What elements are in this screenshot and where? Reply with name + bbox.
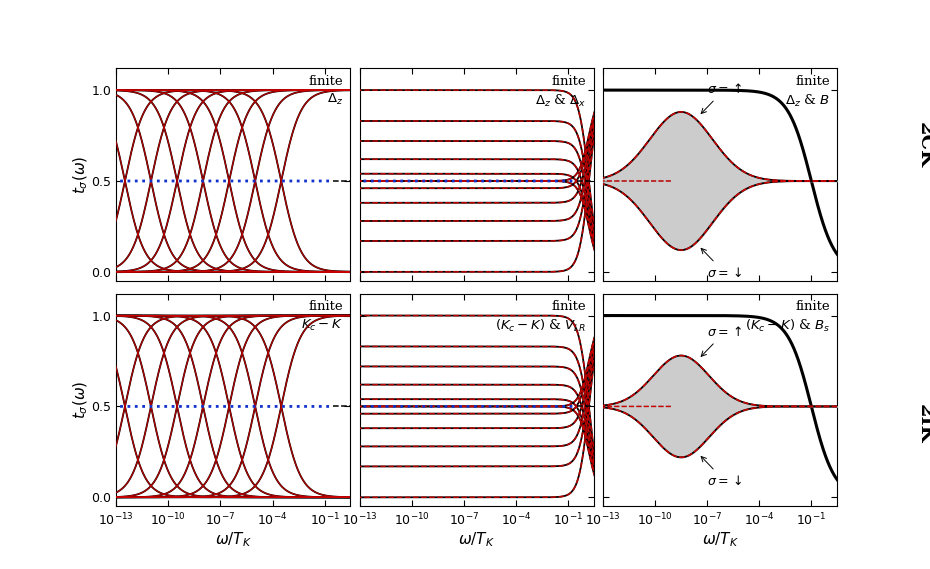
Text: $\sigma = {\downarrow}$: $\sigma = {\downarrow}$ xyxy=(701,249,742,279)
Text: finite
$(K_c-K)$ & $V_{LR}$: finite $(K_c-K)$ & $V_{LR}$ xyxy=(495,300,587,334)
X-axis label: $\omega/T_K$: $\omega/T_K$ xyxy=(701,531,738,549)
Text: $\sigma = {\downarrow}$: $\sigma = {\downarrow}$ xyxy=(701,456,742,488)
Text: 2CK: 2CK xyxy=(915,122,930,168)
Text: finite
$\Delta_z$ & $B$: finite $\Delta_z$ & $B$ xyxy=(785,75,830,109)
Text: 2IK: 2IK xyxy=(915,404,930,444)
Text: finite
$\Delta_z$ & $\Delta_x$: finite $\Delta_z$ & $\Delta_x$ xyxy=(536,75,587,109)
Text: finite
$(K_c-K)$ & $B_s$: finite $(K_c-K)$ & $B_s$ xyxy=(745,300,830,334)
Text: finite
$K_c-K$: finite $K_c-K$ xyxy=(301,300,343,333)
Y-axis label: $t_{\sigma}(\omega)$: $t_{\sigma}(\omega)$ xyxy=(72,155,90,194)
Text: $\sigma = {\uparrow}$: $\sigma = {\uparrow}$ xyxy=(701,325,742,356)
Text: $\sigma = {\uparrow}$: $\sigma = {\uparrow}$ xyxy=(701,83,742,114)
Text: finite
$\Delta_z$: finite $\Delta_z$ xyxy=(309,75,343,107)
Y-axis label: $t_{\sigma}(\omega)$: $t_{\sigma}(\omega)$ xyxy=(72,381,90,419)
X-axis label: $\omega/T_K$: $\omega/T_K$ xyxy=(215,531,252,549)
X-axis label: $\omega/T_K$: $\omega/T_K$ xyxy=(458,531,495,549)
